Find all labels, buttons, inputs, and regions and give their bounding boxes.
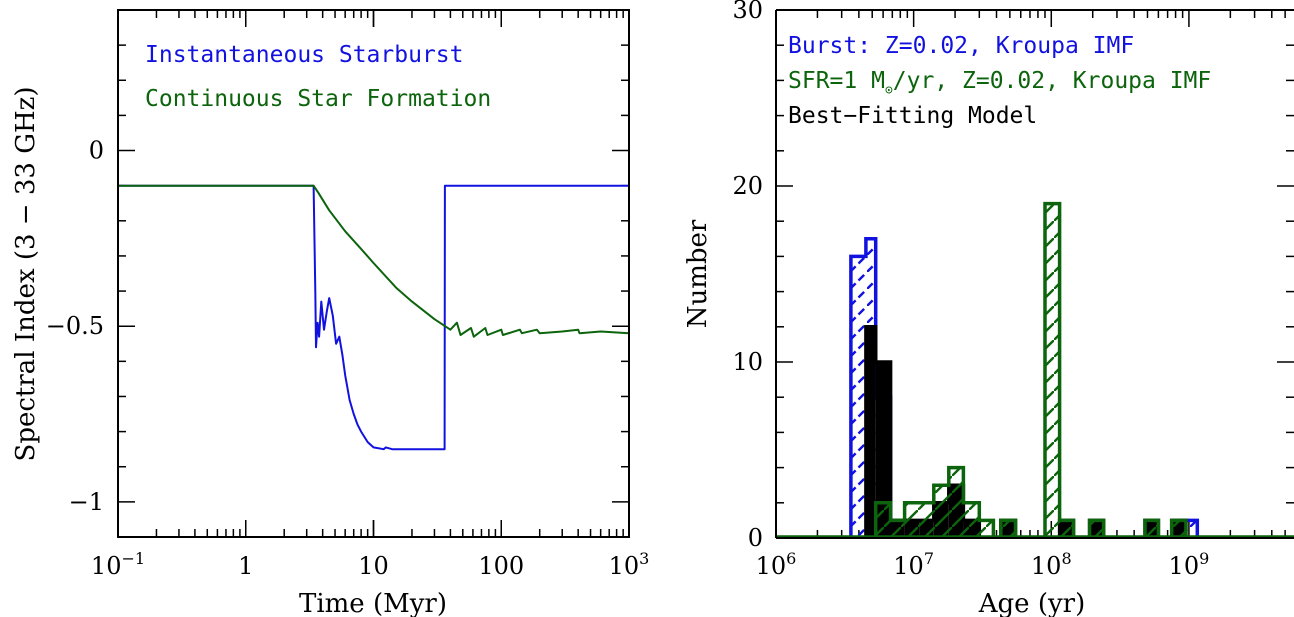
right-y-tick-label: 0 xyxy=(748,524,763,552)
instantaneous-starburst-line xyxy=(118,184,629,451)
burst-histogram-bar xyxy=(850,256,866,538)
right-x-tick-label-exponent: 9 xyxy=(1199,549,1209,568)
left-y-tick-label: −1 xyxy=(69,488,104,516)
right-y-axis-title: Number xyxy=(683,219,713,328)
left-x-tick-label-exponent: 3 xyxy=(639,549,649,568)
left-x-tick-label: 103 xyxy=(609,549,650,580)
best-fitting-histogram-bar xyxy=(875,362,891,538)
legend-sfr: SFR=1 M⊙/yr, Z=0.02, Kroupa IMF xyxy=(788,68,1211,98)
right-x-tick-label-base: 10 xyxy=(756,552,787,580)
legend-best-fitting: Best−Fitting Model xyxy=(788,103,1037,129)
left-y-axis-title: Spectral Index (3 − 33 GHz) xyxy=(11,87,41,462)
left-x-tick-label: 100 xyxy=(478,552,524,580)
right-x-tick-label-base: 10 xyxy=(1169,552,1200,580)
right-plot-area xyxy=(776,201,1294,538)
burst-histogram xyxy=(849,237,1200,538)
left-y-tick-label: −0.5 xyxy=(46,312,104,340)
sfr-histogram-outline xyxy=(873,201,1188,538)
legend-sfr-pre: SFR=1 M xyxy=(788,68,885,94)
left-x-tick-label-base: 10 xyxy=(609,552,640,580)
right-x-tick-label-exponent: 8 xyxy=(1061,549,1071,568)
left-x-tick-label: 10 xyxy=(358,552,389,580)
sfr-histogram xyxy=(873,201,1188,538)
legend-continuous-star-formation: Continuous Star Formation xyxy=(145,86,491,112)
sfr-histogram-bar xyxy=(1000,520,1016,538)
left-x-tick-label: 1 xyxy=(238,552,253,580)
left-axes-frame xyxy=(117,9,630,538)
right-x-tick-label: 107 xyxy=(893,549,934,580)
right-x-tick-label-base: 10 xyxy=(893,552,924,580)
left-x-tick-label-base: 1 xyxy=(238,552,253,580)
right-x-tick-label: 109 xyxy=(1169,549,1210,580)
sfr-histogram-bar xyxy=(1089,520,1104,538)
sfr-histogram-bar xyxy=(963,502,980,538)
left-y-tick-label: 0 xyxy=(89,137,104,165)
legend-instantaneous-starburst: Instantaneous Starburst xyxy=(145,42,464,68)
left-x-axis-title: Time (Myr) xyxy=(299,589,447,617)
legend-sfr-post: /yr, Z=0.02, Kroupa IMF xyxy=(893,68,1212,94)
right-x-tick-label: 106 xyxy=(756,549,797,580)
right-x-tick-label-base: 10 xyxy=(1031,552,1062,580)
right-x-axis-title: Age (yr) xyxy=(978,589,1085,617)
legend-sfr-sun-symbol: ⊙ xyxy=(885,83,893,98)
left-axis-ticks xyxy=(117,9,630,538)
left-plot-area xyxy=(118,184,629,451)
right-y-tick-label: 20 xyxy=(732,172,763,200)
sfr-histogram-bar xyxy=(948,467,964,538)
left-x-tick-label-base: 10 xyxy=(91,552,122,580)
sfr-histogram-bar xyxy=(979,520,994,538)
right-x-tick-label-exponent: 6 xyxy=(786,549,796,568)
right-x-tick-label-exponent: 7 xyxy=(924,549,934,568)
sfr-histogram-bar xyxy=(1044,203,1060,538)
left-x-tick-label-base: 100 xyxy=(478,552,524,580)
sfr-histogram-bar xyxy=(933,485,949,538)
sfr-histogram-bar xyxy=(919,502,934,538)
sfr-histogram-bar xyxy=(1059,520,1074,538)
right-y-tick-label: 10 xyxy=(732,348,763,376)
continuous-star-formation-line xyxy=(118,184,629,338)
legend-burst: Burst: Z=0.02, Kroupa IMF xyxy=(788,33,1134,59)
left-x-tick-label-base: 10 xyxy=(358,552,389,580)
left-x-tick-label: 10−1 xyxy=(91,549,145,580)
right-y-tick-label: 30 xyxy=(732,0,763,24)
right-legend: Burst: Z=0.02, Kroupa IMF SFR=1 M⊙/yr, Z… xyxy=(788,33,1211,129)
burst-histogram-outline xyxy=(849,237,1200,538)
sfr-histogram-bar xyxy=(1171,520,1186,538)
best-fitting-histogram-bar xyxy=(865,326,876,538)
sfr-histogram-bar xyxy=(904,502,920,538)
right-x-tick-label: 108 xyxy=(1031,549,1072,580)
sfr-histogram-bar xyxy=(875,502,891,538)
sfr-histogram-bar xyxy=(1145,520,1159,538)
sfr-histogram-bar xyxy=(890,520,905,538)
left-x-tick-label-exponent: −1 xyxy=(121,549,145,568)
